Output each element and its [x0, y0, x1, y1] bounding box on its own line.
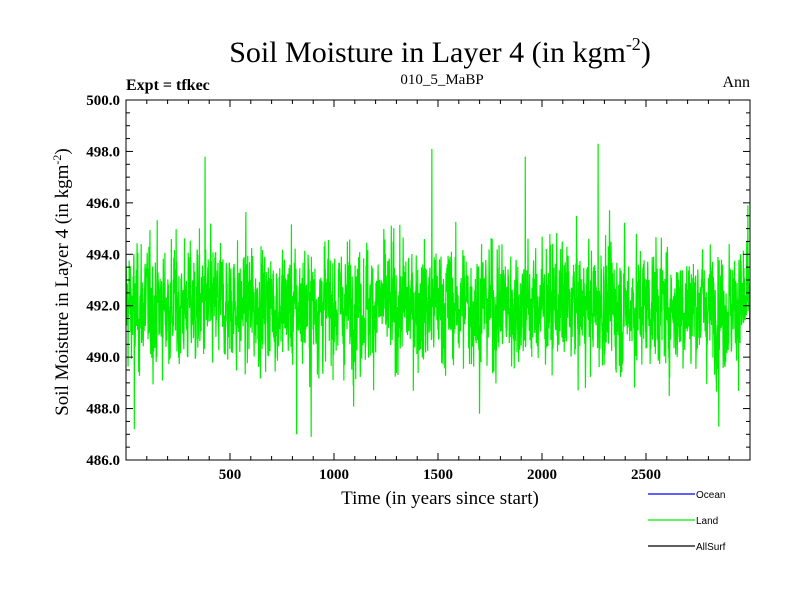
- legend: Ocean Land AllSurf: [648, 490, 726, 553]
- x-axis-label: Time (in years since start): [341, 488, 539, 509]
- chart-title: Soil Moisture in Layer 4 (in kgm-2): [229, 34, 651, 69]
- legend-label-allsurf: AllSurf: [696, 542, 726, 553]
- y-tick-label: 488.0: [86, 402, 120, 418]
- y-tick-label: 498.0: [86, 144, 120, 160]
- land-series-line: [126, 143, 750, 437]
- x-tick-label: 2500: [631, 467, 661, 483]
- x-tick-label: 1000: [319, 467, 349, 483]
- x-tick-label: 2000: [527, 467, 557, 483]
- legend-label-land: Land: [696, 516, 718, 527]
- expt-label: Expt = tfkec: [126, 77, 210, 94]
- y-tick-label: 496.0: [86, 196, 120, 212]
- legend-label-ocean: Ocean: [696, 490, 725, 501]
- y-tick-label: 490.0: [86, 350, 120, 366]
- season-label: Ann: [722, 74, 750, 91]
- x-tick-label: 1500: [423, 467, 453, 483]
- experiment-id-label: 010_5_MaBP: [400, 72, 483, 88]
- y-tick-label: 486.0: [86, 453, 120, 469]
- y-tick-label: 500.0: [86, 93, 120, 109]
- y-ticks: 486.0 488.0 490.0 492.0 494.0 496.0 498.0 500.0: [86, 93, 750, 469]
- y-axis-label: Soil Moisture in Layer 4 (in kgm-2): [50, 148, 73, 416]
- plot-area: [126, 143, 750, 437]
- y-tick-label: 494.0: [86, 247, 120, 263]
- x-ticks: 500 1000 1500 2000 2500: [146, 100, 730, 483]
- x-tick-label: 500: [219, 467, 242, 483]
- y-tick-label: 492.0: [86, 299, 120, 315]
